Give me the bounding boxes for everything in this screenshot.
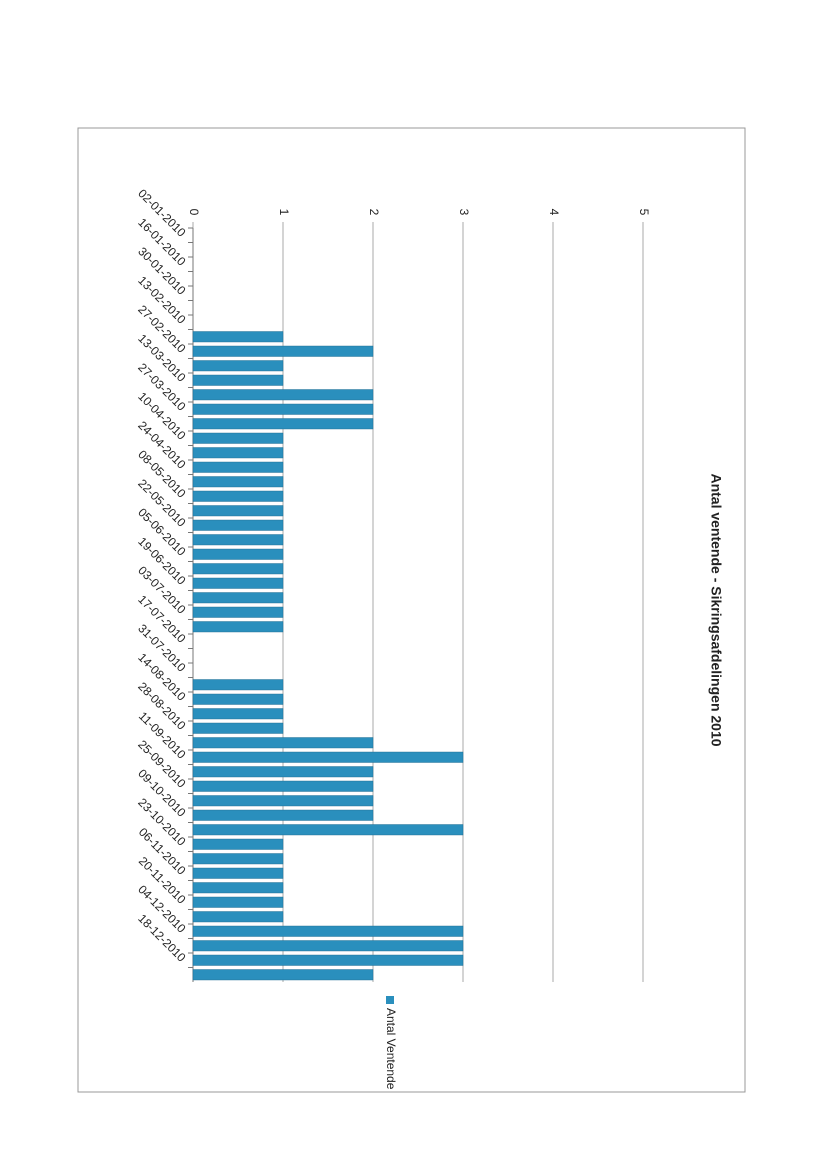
bar	[192, 679, 284, 691]
bar	[192, 940, 464, 952]
chart: Antal ventende - Sikringsafdelingen 2010…	[135, 186, 724, 1089]
bar	[192, 563, 284, 575]
legend-label: Antal Ventende	[384, 1008, 398, 1090]
bar	[192, 621, 284, 633]
y-tick-label: 3	[457, 209, 471, 216]
bar	[192, 389, 374, 401]
bar	[192, 867, 284, 879]
bar	[192, 534, 284, 546]
bar	[192, 766, 374, 778]
y-tick-label: 2	[367, 209, 381, 216]
chart-frame	[77, 127, 746, 1093]
bar	[192, 577, 284, 589]
bar	[192, 882, 284, 894]
bar	[192, 606, 284, 618]
bar	[192, 708, 284, 720]
bar	[192, 896, 284, 908]
bar	[192, 374, 284, 386]
bar	[192, 432, 284, 444]
bar	[192, 476, 284, 488]
bar	[192, 461, 284, 473]
bar	[192, 824, 464, 836]
bar	[192, 548, 284, 560]
bar	[192, 751, 464, 763]
bar	[192, 360, 284, 372]
bar	[192, 519, 284, 531]
bar	[192, 853, 284, 865]
y-tick-label: 1	[277, 209, 291, 216]
bar	[192, 925, 464, 937]
bar	[192, 592, 284, 604]
bar	[192, 954, 464, 966]
legend-swatch	[386, 996, 394, 1004]
y-tick-label: 0	[187, 209, 201, 216]
bar	[192, 403, 374, 415]
y-tick-label: 4	[547, 209, 561, 216]
bar	[192, 345, 374, 357]
bar	[192, 838, 284, 850]
bar	[192, 418, 374, 430]
bar	[192, 795, 374, 807]
bar	[192, 331, 284, 343]
bar	[192, 737, 374, 749]
bar	[192, 809, 374, 821]
bar	[192, 693, 284, 705]
chart-title: Antal ventende - Sikringsafdelingen 2010	[708, 473, 724, 746]
bar	[192, 447, 284, 459]
bar	[192, 911, 284, 923]
bar	[192, 722, 284, 734]
bar	[192, 490, 284, 502]
bar	[192, 505, 284, 517]
bar	[192, 969, 374, 981]
bar	[192, 780, 374, 792]
y-tick-label: 5	[637, 209, 651, 216]
